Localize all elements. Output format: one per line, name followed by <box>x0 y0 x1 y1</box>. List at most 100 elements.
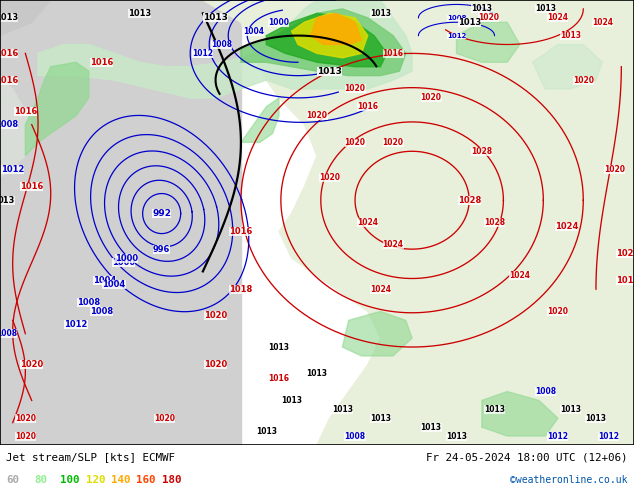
Text: 1024: 1024 <box>547 13 569 23</box>
Text: 1020: 1020 <box>204 311 227 320</box>
Text: 1013: 1013 <box>471 4 493 13</box>
Text: 100: 100 <box>60 475 80 485</box>
Text: 1020: 1020 <box>154 414 176 423</box>
Text: 60: 60 <box>6 475 20 485</box>
Text: 1016: 1016 <box>230 227 252 236</box>
Text: 1013: 1013 <box>458 18 481 27</box>
Text: 1013: 1013 <box>128 9 151 18</box>
Polygon shape <box>342 312 412 356</box>
Text: 1013: 1013 <box>420 422 442 432</box>
Text: 1012: 1012 <box>547 432 569 441</box>
Text: 1028: 1028 <box>484 218 505 227</box>
Text: 1008: 1008 <box>0 329 17 338</box>
Polygon shape <box>292 13 368 58</box>
Text: 1020: 1020 <box>20 360 43 369</box>
Text: 140: 140 <box>111 475 131 485</box>
Text: 1013: 1013 <box>484 405 505 414</box>
Polygon shape <box>456 22 520 62</box>
Text: 1000: 1000 <box>115 253 138 263</box>
Text: 1008: 1008 <box>77 298 100 307</box>
Text: 1020: 1020 <box>420 94 442 102</box>
Text: 1028: 1028 <box>471 147 493 156</box>
Text: 1013: 1013 <box>560 405 581 414</box>
Text: 1016: 1016 <box>382 49 404 58</box>
Text: 1024: 1024 <box>592 18 613 27</box>
Text: ©weatheronline.co.uk: ©weatheronline.co.uk <box>510 475 628 485</box>
Text: 1020: 1020 <box>604 165 626 173</box>
Text: 1020: 1020 <box>306 111 328 120</box>
Text: 1020: 1020 <box>15 432 36 441</box>
Text: 1020: 1020 <box>344 84 366 94</box>
Text: 80: 80 <box>35 475 48 485</box>
Text: 1000: 1000 <box>268 18 290 27</box>
Text: 013: 013 <box>0 196 15 205</box>
Text: 1013: 1013 <box>281 396 302 405</box>
Text: 1016: 1016 <box>14 107 37 116</box>
Text: 1024: 1024 <box>509 271 531 280</box>
Text: 1016: 1016 <box>268 374 290 383</box>
Text: 1016: 1016 <box>90 58 113 67</box>
Text: 1013: 1013 <box>317 67 342 75</box>
Polygon shape <box>25 62 89 156</box>
Text: 1012: 1012 <box>192 49 214 58</box>
Text: 1024: 1024 <box>357 218 378 227</box>
Bar <box>0 0 241 445</box>
Text: 1013: 1013 <box>370 414 391 423</box>
Polygon shape <box>203 0 634 445</box>
Text: 1013: 1013 <box>534 4 556 13</box>
Text: 1020: 1020 <box>382 138 404 147</box>
Text: 1013: 1013 <box>203 13 228 23</box>
Text: 1020: 1020 <box>15 414 36 423</box>
Text: 180: 180 <box>162 475 181 485</box>
Text: 1013: 1013 <box>332 405 353 414</box>
Polygon shape <box>533 45 602 89</box>
Text: 1008: 1008 <box>90 307 113 316</box>
Text: 1020: 1020 <box>477 13 499 23</box>
Text: 1016: 1016 <box>616 276 634 285</box>
Text: 1004: 1004 <box>243 26 264 36</box>
Text: 1024: 1024 <box>370 285 391 294</box>
Polygon shape <box>0 80 38 178</box>
Polygon shape <box>241 9 406 75</box>
Text: 1020: 1020 <box>573 75 594 85</box>
Text: 120: 120 <box>86 475 105 485</box>
Text: 1018: 1018 <box>230 285 252 294</box>
Text: 1013: 1013 <box>585 414 607 423</box>
Text: 1013: 1013 <box>268 343 290 351</box>
Text: 1012: 1012 <box>65 320 87 329</box>
Text: 1008: 1008 <box>211 40 233 49</box>
Polygon shape <box>241 98 279 143</box>
Text: 1008: 1008 <box>534 387 556 396</box>
Text: 992: 992 <box>152 209 171 218</box>
Text: 1000: 1000 <box>112 258 135 267</box>
Text: 1020: 1020 <box>616 249 634 258</box>
Text: 1008: 1008 <box>0 120 18 129</box>
Text: 1016: 1016 <box>357 102 378 111</box>
Text: 1024: 1024 <box>555 222 578 231</box>
Polygon shape <box>311 13 361 45</box>
Text: 1020: 1020 <box>204 360 227 369</box>
Text: 1013: 1013 <box>446 432 467 441</box>
Text: 1013: 1013 <box>560 31 581 40</box>
Polygon shape <box>0 0 51 36</box>
Text: 1004: 1004 <box>93 276 116 285</box>
Text: 1013: 1013 <box>256 427 277 436</box>
Text: 1008: 1008 <box>344 432 366 441</box>
Text: 1020: 1020 <box>319 173 340 182</box>
Text: 1013: 1013 <box>370 9 391 18</box>
Text: 1016: 1016 <box>0 75 18 85</box>
Text: 1020: 1020 <box>344 138 366 147</box>
Text: 1028: 1028 <box>458 196 481 205</box>
Polygon shape <box>482 392 558 436</box>
Text: 1013: 1013 <box>306 369 328 378</box>
Text: Jet stream/SLP [kts] ECMWF: Jet stream/SLP [kts] ECMWF <box>6 453 176 463</box>
Text: 1012: 1012 <box>1 165 24 173</box>
Text: 1012: 1012 <box>447 33 466 39</box>
Text: 160: 160 <box>136 475 156 485</box>
Text: 1016: 1016 <box>0 49 18 58</box>
Text: 1024: 1024 <box>382 240 404 249</box>
Text: 1016: 1016 <box>20 182 43 192</box>
Text: 996: 996 <box>153 245 171 254</box>
Polygon shape <box>38 0 412 98</box>
Text: 1013: 1013 <box>0 13 18 23</box>
